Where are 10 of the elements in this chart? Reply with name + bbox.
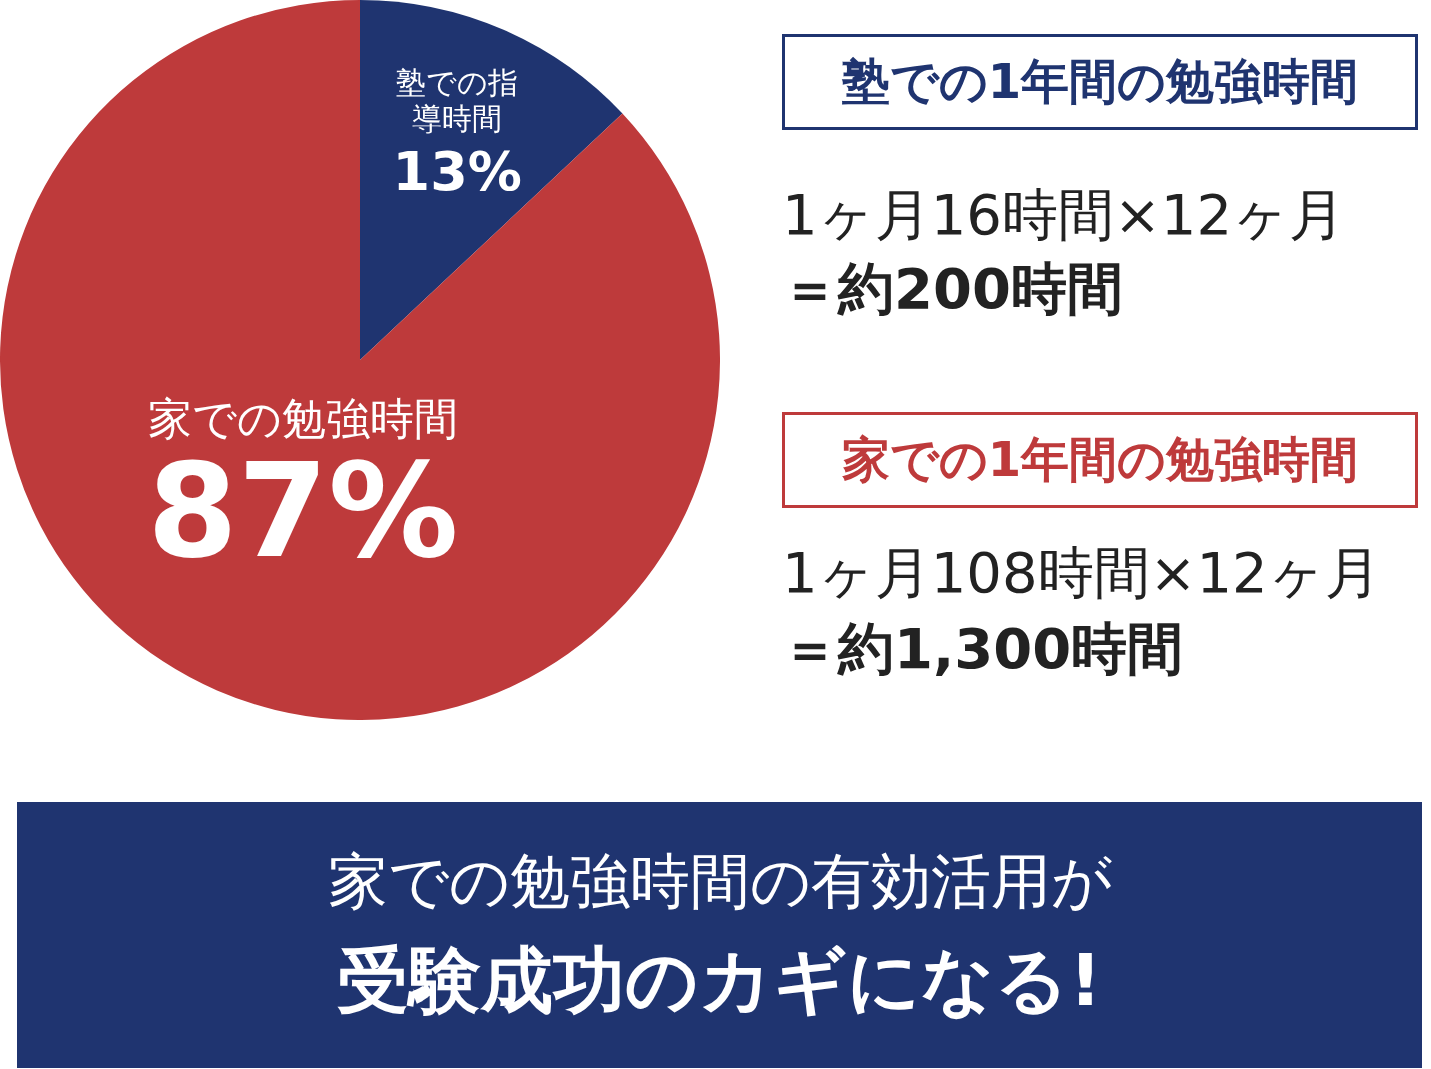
text: 1ヶ月108時間×12ヶ月 [782, 539, 1381, 607]
text: 塾での1年間の勉強時間 [782, 34, 1418, 130]
data-label: 13% [392, 140, 522, 204]
text: 1ヶ月16時間×12ヶ月 [782, 181, 1346, 249]
text: 受験成功のカギになる! [337, 936, 1102, 1024]
text: 家での勉強時間の有効活用が [327, 844, 1112, 918]
text: ＝約200時間 [782, 255, 1123, 323]
text: 家での1年間の勉強時間 [782, 412, 1418, 508]
slice-label: 塾での指導時間 [396, 65, 519, 137]
text: ＝約1,300時間 [782, 615, 1184, 683]
